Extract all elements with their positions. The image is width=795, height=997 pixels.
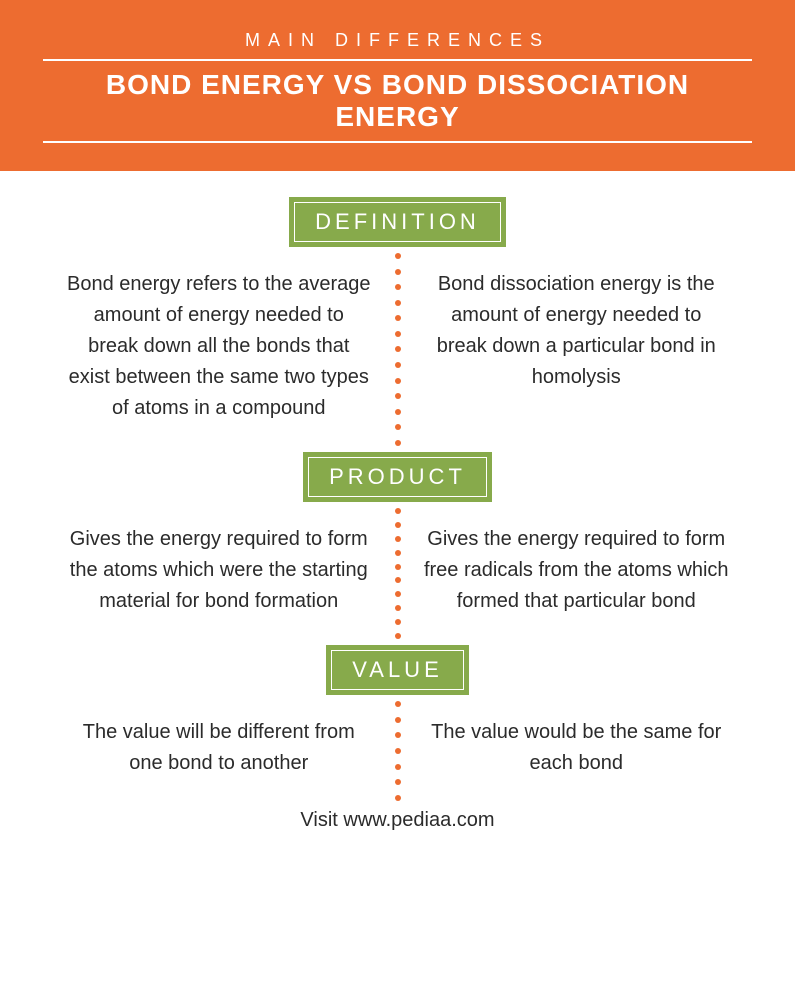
dot-icon [395, 619, 401, 625]
content: DEFINITION Bond energy refers to the ave… [0, 171, 795, 832]
dot-icon [395, 508, 401, 514]
dot-icon [395, 269, 401, 275]
dot-icon [395, 284, 401, 290]
dot-icon [395, 393, 401, 399]
product-right: Gives the energy required to form free r… [398, 516, 756, 625]
value-right: The value would be the same for each bon… [398, 709, 756, 787]
dot-icon [395, 577, 401, 583]
dot-icon [395, 409, 401, 415]
header-title: BOND ENERGY VS BOND DISSOCIATION ENERGY [43, 59, 753, 143]
dot-icon [395, 748, 401, 754]
dot-icon [395, 779, 401, 785]
dot-icon [395, 253, 401, 259]
footer-text: Visit www.pediaa.com [40, 809, 755, 832]
divider-dots [395, 701, 401, 801]
dot-icon [395, 732, 401, 738]
dot-icon [395, 362, 401, 368]
dot-icon [395, 346, 401, 352]
dot-icon [395, 605, 401, 611]
dot-icon [395, 424, 401, 430]
definition-left: Bond energy refers to the average amount… [40, 261, 398, 432]
dot-icon [395, 440, 401, 446]
dot-icon [395, 717, 401, 723]
dot-icon [395, 550, 401, 556]
header-eyebrow: MAIN DIFFERENCES [20, 30, 775, 51]
divider-dots [395, 508, 401, 639]
tag-value: VALUE [326, 645, 469, 695]
dot-icon [395, 591, 401, 597]
dot-icon [395, 701, 401, 707]
section-definition: DEFINITION Bond energy refers to the ave… [40, 197, 755, 452]
dot-icon [395, 315, 401, 321]
dot-icon [395, 764, 401, 770]
dot-icon [395, 522, 401, 528]
tag-definition: DEFINITION [289, 197, 506, 247]
value-left: The value will be different from one bon… [40, 709, 398, 787]
dot-icon [395, 633, 401, 639]
dot-icon [395, 300, 401, 306]
dot-icon [395, 536, 401, 542]
definition-right: Bond dissociation energy is the amount o… [398, 261, 756, 432]
dot-icon [395, 564, 401, 570]
product-left: Gives the energy required to form the at… [40, 516, 398, 625]
section-product: PRODUCT Gives the energy required to for… [40, 452, 755, 645]
section-value: VALUE The value will be different from o… [40, 645, 755, 807]
header: MAIN DIFFERENCES BOND ENERGY VS BOND DIS… [0, 0, 795, 171]
dot-icon [395, 795, 401, 801]
dot-icon [395, 331, 401, 337]
divider-dots [395, 253, 401, 446]
tag-product: PRODUCT [303, 452, 492, 502]
dot-icon [395, 378, 401, 384]
